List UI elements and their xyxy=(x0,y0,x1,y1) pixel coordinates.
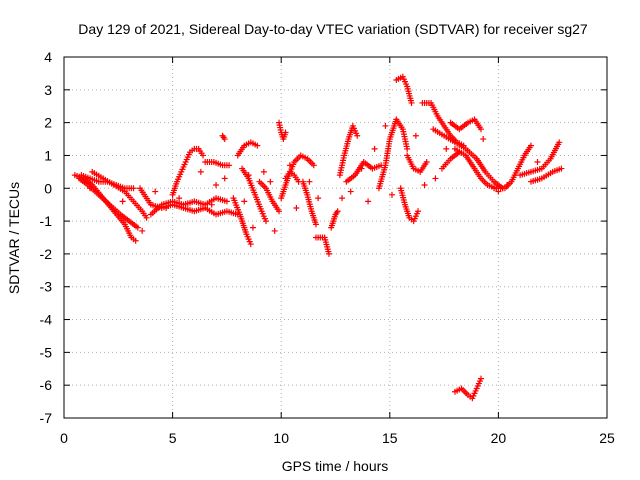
plot-frame xyxy=(63,56,608,419)
data-point xyxy=(163,204,170,211)
data-point xyxy=(130,185,137,192)
data-point xyxy=(176,195,183,202)
data-point xyxy=(223,198,230,205)
y-tick-label: -1 xyxy=(40,213,53,229)
data-point xyxy=(371,145,378,152)
y-tick-label: -6 xyxy=(40,377,53,393)
data-point xyxy=(310,162,317,169)
y-tick-label: -5 xyxy=(40,344,53,360)
y-tick-label: -4 xyxy=(40,312,53,328)
data-point xyxy=(382,122,389,129)
data-point xyxy=(478,375,485,382)
data-point xyxy=(260,168,267,175)
data-point xyxy=(119,198,126,205)
data-point xyxy=(208,201,215,208)
data-point xyxy=(293,204,300,211)
data-point xyxy=(197,168,204,175)
data-point xyxy=(478,126,485,133)
data-point xyxy=(480,136,487,143)
data-point xyxy=(221,175,228,182)
chart-title: Day 129 of 2021, Sidereal Day-to-day VTE… xyxy=(78,21,588,37)
data-point xyxy=(276,208,283,215)
data-point xyxy=(134,224,141,231)
y-tick-label: -2 xyxy=(40,246,53,262)
data-point xyxy=(354,132,361,139)
data-point xyxy=(282,129,289,136)
data-point xyxy=(226,162,233,169)
x-tick-label: 10 xyxy=(273,430,289,446)
data-point xyxy=(271,227,278,234)
data-point xyxy=(200,152,207,159)
data-point xyxy=(495,188,502,195)
y-tick-label: 1 xyxy=(44,147,52,163)
data-point xyxy=(556,139,563,146)
data-point xyxy=(365,198,372,205)
data-point xyxy=(415,208,422,215)
data-point xyxy=(245,172,252,179)
data-point xyxy=(306,178,313,185)
x-axis-label: GPS time / hours xyxy=(282,458,389,474)
data-point xyxy=(443,145,450,152)
data-point xyxy=(358,165,365,172)
data-point xyxy=(347,188,354,195)
data-point xyxy=(339,195,346,202)
data-point xyxy=(315,195,322,202)
data-point xyxy=(152,188,159,195)
data-point xyxy=(408,99,415,106)
data-point xyxy=(558,165,565,172)
y-axis-label: SDTVAR / TECUs xyxy=(6,182,22,294)
y-tick-label: 4 xyxy=(44,49,52,65)
y-tick-labels: -7 -6 -5 -4 -3 -2 -1 0 1 2 3 4 xyxy=(40,49,53,426)
data-point xyxy=(504,181,511,188)
data-point xyxy=(143,214,150,221)
y-tick-label: 2 xyxy=(44,115,52,131)
data-point xyxy=(267,178,274,185)
data-point xyxy=(388,191,395,198)
y-tick-label: -7 xyxy=(40,410,53,426)
data-point xyxy=(423,159,430,166)
data-point xyxy=(527,142,534,149)
y-tick-label: 3 xyxy=(44,82,52,98)
data-point xyxy=(221,136,228,143)
x-tick-label: 25 xyxy=(599,430,615,446)
x-tick-labels: 0 5 10 15 20 25 xyxy=(60,430,615,446)
data-point xyxy=(262,218,269,225)
data-point xyxy=(412,132,419,139)
data-point xyxy=(334,208,341,215)
x-tick-label: 0 xyxy=(60,430,68,446)
data-point xyxy=(213,181,220,188)
data-point xyxy=(254,142,261,149)
data-point xyxy=(312,221,319,228)
data-point xyxy=(421,181,428,188)
x-tick-label: 15 xyxy=(382,430,398,446)
grid-layer xyxy=(64,57,607,418)
y-tick-label: 0 xyxy=(44,180,52,196)
data-point xyxy=(456,149,463,156)
data-point xyxy=(132,237,139,244)
data-point xyxy=(404,145,411,152)
data-point xyxy=(286,162,293,169)
data-point xyxy=(249,224,256,231)
data-point xyxy=(139,227,146,234)
data-point xyxy=(432,175,439,182)
data-point xyxy=(87,185,94,192)
data-point xyxy=(534,159,541,166)
y-tick-label: -3 xyxy=(40,279,53,295)
data-point xyxy=(325,250,332,257)
ticks-layer xyxy=(63,56,608,419)
x-tick-label: 20 xyxy=(491,430,507,446)
data-point xyxy=(247,241,254,248)
points-layer xyxy=(71,73,565,402)
data-point xyxy=(241,198,248,205)
x-tick-label: 5 xyxy=(169,430,177,446)
